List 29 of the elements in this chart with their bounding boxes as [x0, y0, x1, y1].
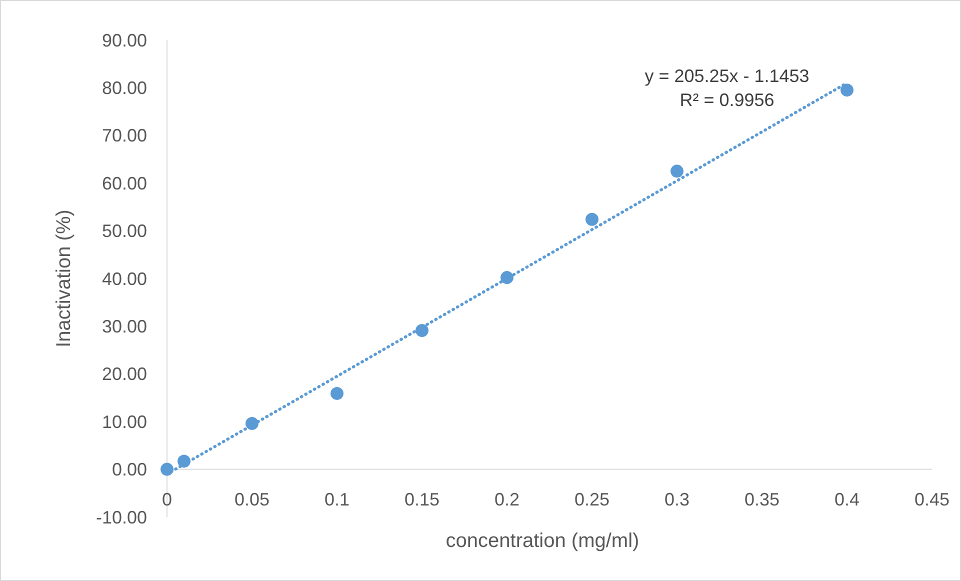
y-tick-label: 10.00: [102, 412, 147, 432]
y-tick-label: 60.00: [102, 173, 147, 194]
y-tick-label: 70.00: [102, 126, 147, 146]
point: [670, 164, 684, 178]
y-tick-label: 40.00: [102, 268, 147, 289]
y-tick-label: 50.00: [102, 221, 147, 242]
x-tick-label: 0.45: [914, 489, 950, 510]
x-tick-label: 0: [162, 489, 172, 510]
y-tick-label: 90.00: [102, 30, 147, 50]
x-tick-label: 0.05: [234, 489, 270, 510]
x-tick-label: 0.35: [744, 489, 780, 510]
annotation: y = 205.25x - 1.1453: [644, 66, 810, 86]
y-tick-label: 30.00: [102, 316, 147, 336]
y-tick-label: -10.00: [96, 507, 147, 528]
point: [330, 386, 344, 400]
y-tick-label: 80.00: [102, 78, 147, 98]
x-tick-label: 0.1: [324, 489, 350, 510]
x-tick-label: 0.2: [494, 489, 520, 510]
x-tick-label: 0.3: [664, 489, 690, 510]
point: [840, 84, 854, 97]
x-tick-label: 0.25: [574, 489, 610, 510]
x-axis-title: concentration (mg/ml): [446, 530, 640, 552]
x-tick-label: 0.15: [404, 489, 440, 510]
x-tick-label: 0.4: [834, 489, 860, 510]
y-axis-title: Inactivation (%): [53, 210, 75, 348]
y-tick-label: 0.00: [112, 460, 147, 480]
point: [586, 212, 598, 226]
y-tick-label: 20.00: [102, 364, 147, 384]
annotation: R² = 0.9956: [680, 90, 774, 110]
